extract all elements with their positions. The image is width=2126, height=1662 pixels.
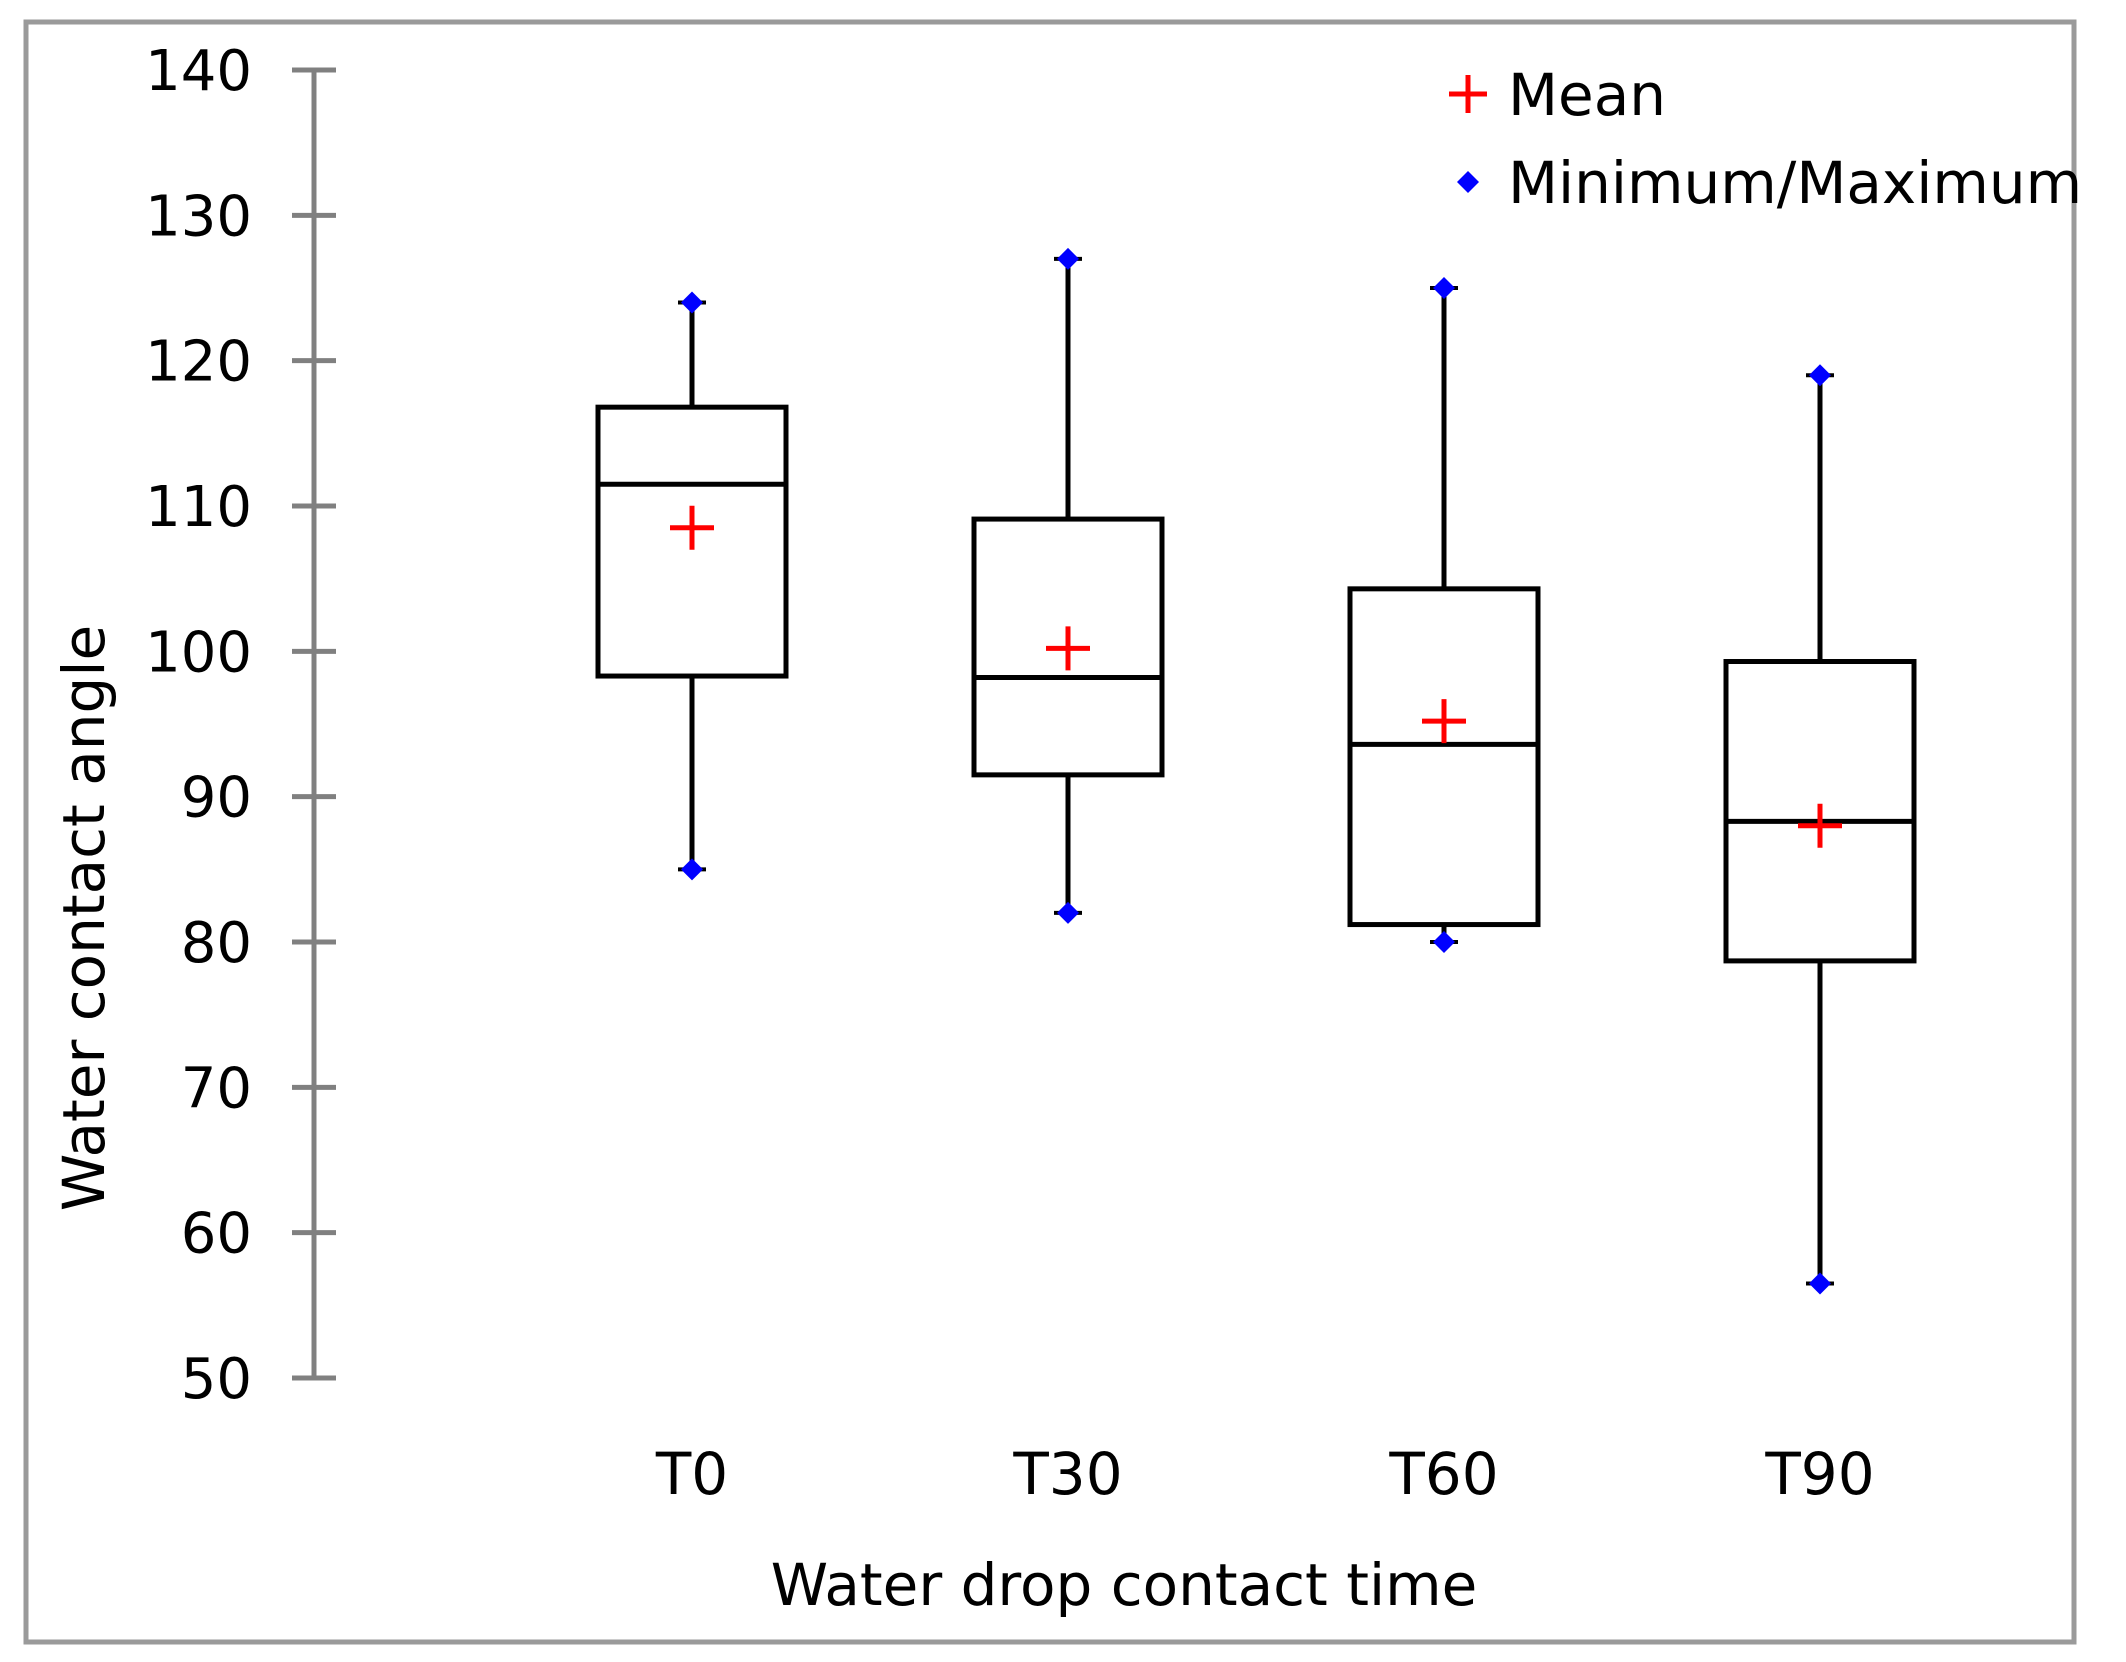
mean-marker	[670, 505, 714, 550]
y-tick-label-140: 140	[145, 39, 252, 104]
boxes-group	[595, 247, 1917, 1295]
iqr-box	[971, 516, 1165, 778]
max-marker	[1057, 247, 1079, 270]
min-marker	[1433, 931, 1455, 953]
x-tick-label-T60: T60	[1388, 1440, 1498, 1508]
y-tick-label-60: 60	[181, 1202, 252, 1267]
box-T0	[595, 291, 789, 881]
iqr-box	[1723, 659, 1917, 964]
legend-minmax-marker	[1457, 171, 1479, 193]
y-tick-label-100: 100	[145, 620, 252, 685]
iqr-box	[595, 404, 789, 679]
y-axis: 50 60 70 80 90 100 110 120 130 140	[145, 39, 336, 1412]
mean-marker	[1798, 803, 1842, 848]
y-tick-label-50: 50	[181, 1347, 252, 1412]
x-axis-title: Water drop contact time	[771, 1551, 1478, 1619]
legend-mean-marker	[1449, 75, 1487, 113]
iqr-box	[1347, 586, 1541, 928]
max-marker	[681, 291, 703, 314]
min-marker	[1809, 1272, 1831, 1295]
mean-marker	[1046, 626, 1090, 671]
legend: Mean Minimum/Maximum	[1449, 61, 2082, 217]
box-T30	[971, 247, 1165, 924]
chart-frame	[23, 19, 2077, 1645]
y-tick-label-130: 130	[145, 184, 252, 249]
box-T60	[1347, 277, 1541, 953]
x-tick-label-T90: T90	[1764, 1440, 1874, 1508]
min-marker	[681, 858, 703, 881]
legend-diamond-icon	[1457, 171, 1479, 193]
min-marker	[1057, 901, 1079, 924]
legend-plus-icon	[1449, 75, 1487, 113]
y-axis-title: Water contact angle	[50, 625, 118, 1211]
max-marker	[1433, 277, 1455, 299]
x-axis-labels: T0 T30 T60 T90	[655, 1440, 1875, 1508]
x-tick-label-T30: T30	[1012, 1440, 1122, 1508]
box-T90	[1723, 364, 1917, 1295]
y-tick-label-120: 120	[145, 330, 252, 395]
y-tick-label-90: 90	[181, 766, 252, 831]
y-tick-label-70: 70	[181, 1056, 252, 1121]
x-tick-label-T0: T0	[655, 1440, 728, 1508]
max-marker	[1809, 364, 1831, 387]
legend-mean-label: Mean	[1508, 61, 1666, 129]
legend-minmax-label: Minimum/Maximum	[1508, 149, 2082, 217]
y-tick-label-110: 110	[145, 475, 252, 540]
y-tick-label-80: 80	[181, 911, 252, 976]
mean-marker	[1422, 699, 1466, 744]
